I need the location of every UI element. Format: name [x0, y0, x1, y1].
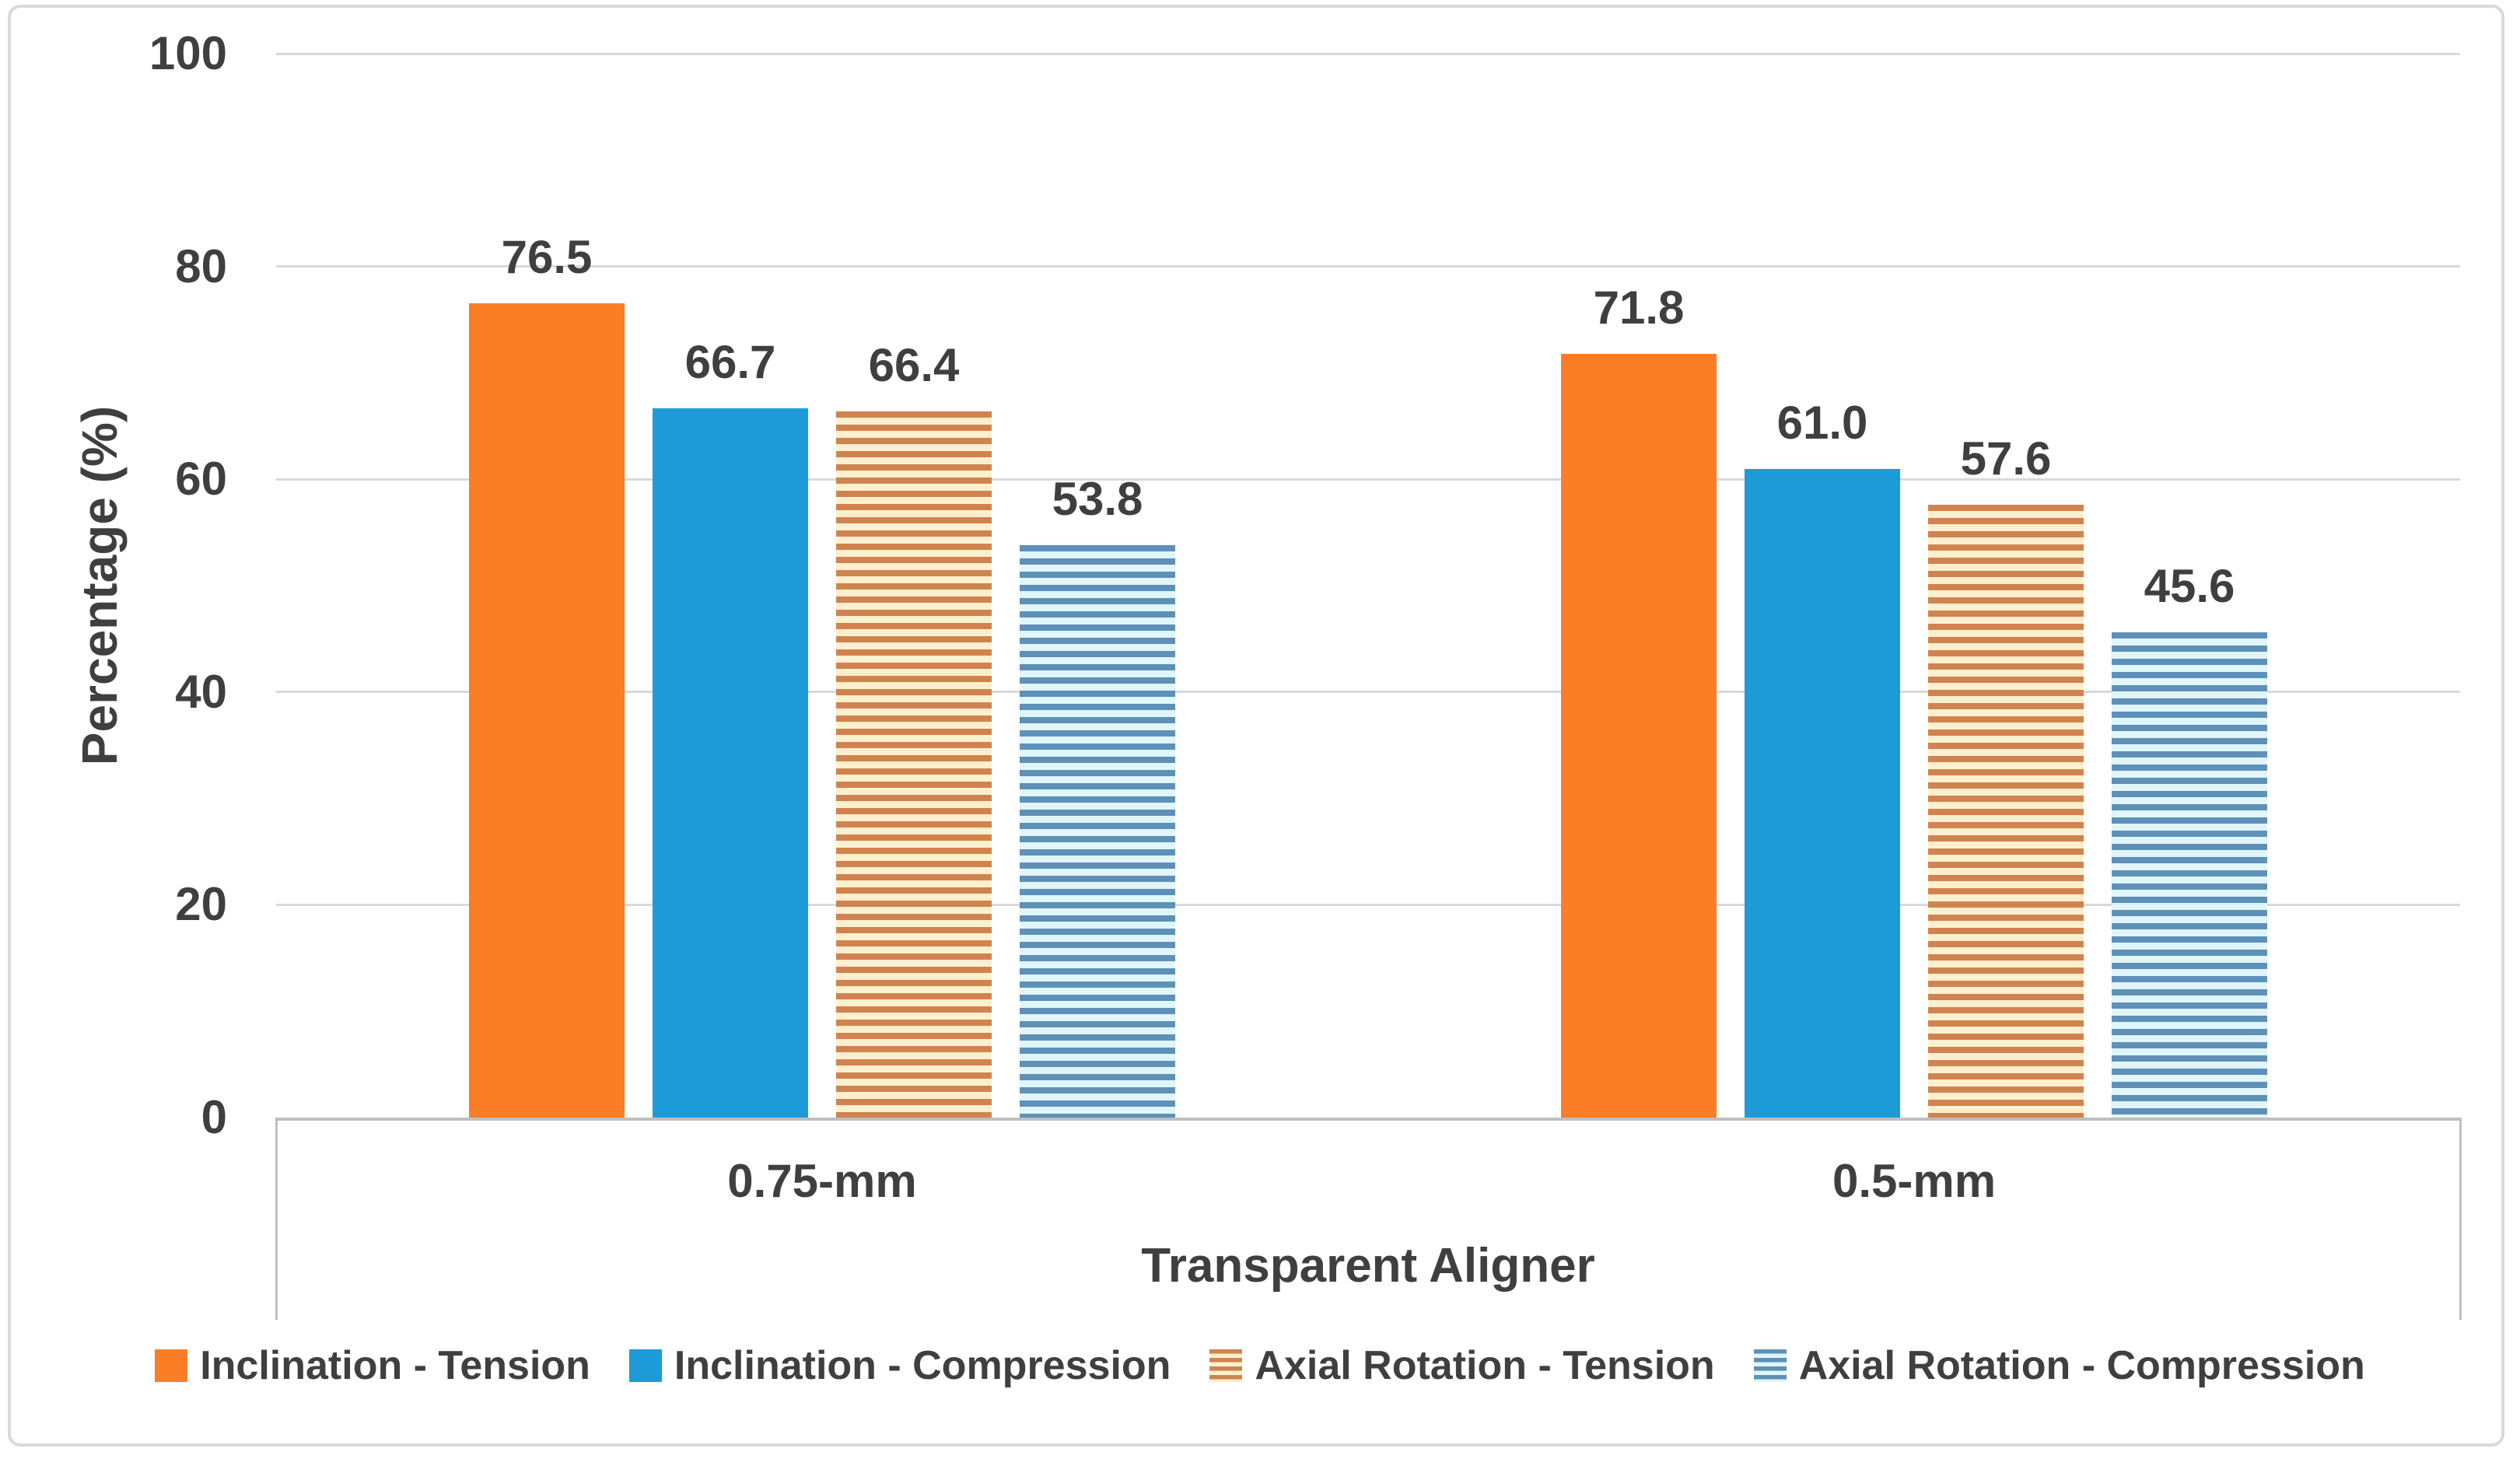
gridline-100 — [276, 52, 2460, 55]
gridline-20 — [276, 903, 2460, 906]
legend-swatch-solid — [155, 1349, 188, 1382]
y-tick-label: 60 — [175, 453, 227, 506]
bar-value-label: 71.8 — [1593, 281, 1685, 334]
legend-item: Axial Rotation - Compression — [1753, 1342, 2365, 1389]
bar-0.75-mm-inclination-tension — [469, 303, 625, 1118]
legend-label: Axial Rotation - Tension — [1255, 1343, 1715, 1388]
bar-value-label: 66.7 — [684, 335, 776, 388]
bar-0.75-mm-axial-rotation-compression — [1020, 545, 1175, 1118]
y-tick-label: 20 — [175, 878, 227, 931]
bar-value-label: 76.5 — [501, 231, 593, 284]
y-tick-label: 40 — [175, 665, 227, 718]
x-axis-end-tick-left — [275, 1118, 278, 1320]
bar-value-label: 61.0 — [1776, 396, 1868, 449]
legend-swatch-horizontal-stripes — [1209, 1349, 1243, 1382]
category-label: 0.5-mm — [1832, 1155, 1997, 1207]
bar-0.5-mm-axial-rotation-tension — [1928, 505, 2084, 1118]
legend-item: Axial Rotation - Tension — [1209, 1342, 1715, 1389]
bar-value-label: 45.6 — [2144, 560, 2235, 613]
legend-swatch-horizontal-stripes — [1753, 1349, 1787, 1382]
bar-value-label: 53.8 — [1052, 473, 1143, 526]
x-axis-title: Transparent Aligner — [1141, 1239, 1595, 1293]
x-axis-end-tick-right — [2459, 1118, 2462, 1320]
y-tick-label: 80 — [175, 240, 227, 292]
bar-0.75-mm-inclination-compression — [653, 408, 808, 1118]
gridline-80 — [276, 265, 2460, 268]
gridline-60 — [276, 478, 2460, 481]
bar-value-label: 57.6 — [1960, 432, 2052, 485]
legend-item: Inclination - Tension — [155, 1342, 590, 1389]
legend-swatch-solid — [628, 1349, 662, 1382]
x-axis-line — [276, 1118, 2460, 1121]
legend: Inclination - Tension Inclination - Compr… — [0, 1342, 2520, 1389]
category-label: 0.75-mm — [727, 1155, 917, 1207]
bar-0.5-mm-inclination-compression — [1745, 468, 1900, 1118]
gridline-40 — [276, 691, 2460, 694]
legend-item: Inclination - Compression — [628, 1342, 1171, 1389]
y-tick-label: 100 — [149, 27, 227, 79]
legend-label: Inclination - Compression — [674, 1343, 1171, 1388]
bar-0.5-mm-axial-rotation-compression — [2112, 632, 2267, 1118]
legend-label: Inclination - Tension — [200, 1343, 590, 1388]
bar-0.75-mm-axial-rotation-tension — [836, 411, 992, 1118]
bar-0.5-mm-inclination-tension — [1561, 353, 1717, 1118]
legend-label: Axial Rotation - Compression — [1798, 1343, 2365, 1388]
y-tick-label: 0 — [201, 1091, 227, 1143]
bar-value-label: 66.4 — [868, 338, 960, 391]
